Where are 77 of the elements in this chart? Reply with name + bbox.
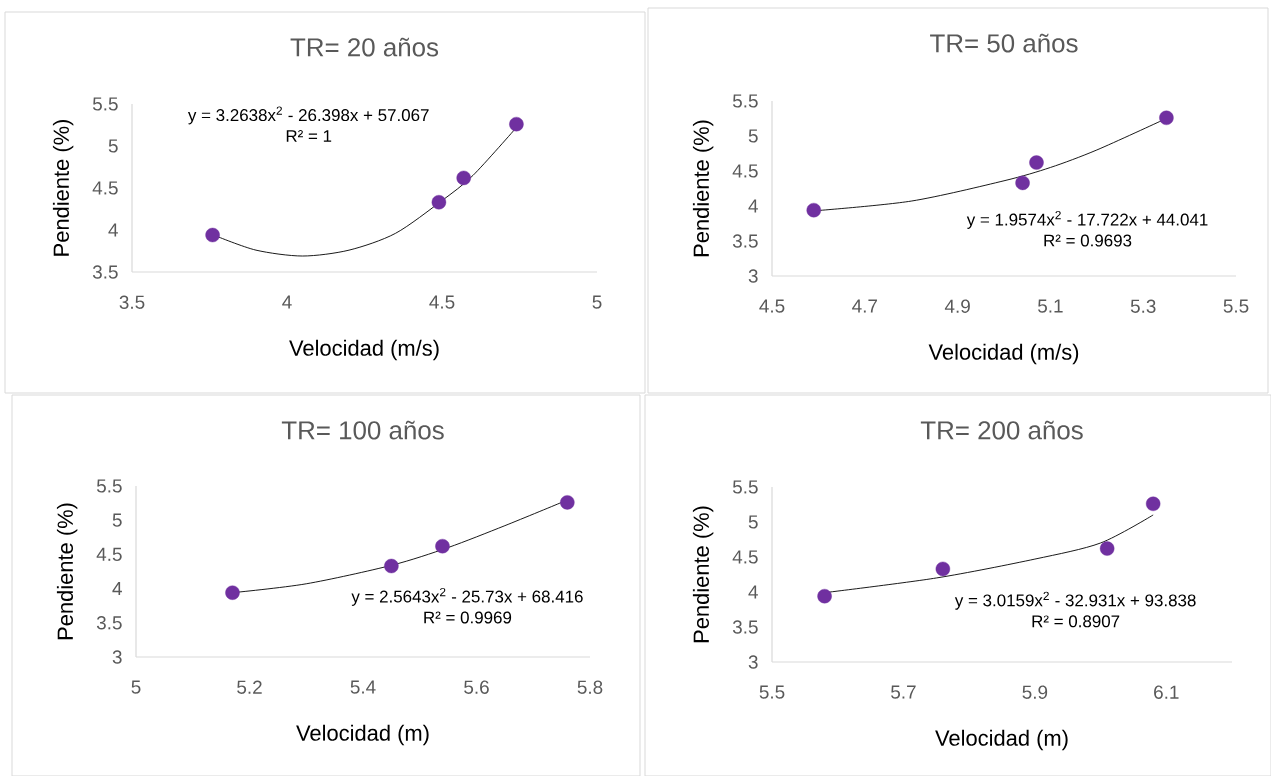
point (806, 202, 821, 218)
annotation: y = 3.0159x$^{2}$ - 32.931x + 93.838 (954, 591, 1196, 610)
y-tick-label: 4.5 (732, 164, 758, 178)
annotation: R² = 0.9969 (424, 611, 512, 624)
y-tick-label: 5.5 (92, 97, 118, 111)
y-tick-label: 5 (748, 129, 758, 143)
y-tick-label: 3 (112, 650, 122, 664)
x-tick-label: 5 (131, 680, 141, 694)
y-tick-label: 4 (108, 223, 118, 237)
x-tick-label: 4.5 (759, 299, 785, 313)
annotation: R² = 0.9693 (1044, 234, 1132, 247)
x-tick-label: 4.5 (429, 295, 455, 309)
x-tick-label: 5.7 (891, 685, 916, 699)
y-tick-label: 5 (748, 515, 758, 529)
y-tick-label: 3.5 (96, 616, 122, 630)
x-tick-label: 5.8 (577, 680, 603, 694)
y-tick-label: 4.5 (92, 181, 118, 195)
annotation: R² = 1 (286, 130, 332, 142)
x-axis-title: Velocidad (m) (935, 729, 1068, 751)
point (817, 588, 832, 604)
y-tick-label: 5 (108, 139, 118, 153)
x-tick-label: 5.1 (1038, 299, 1063, 313)
point (384, 558, 399, 574)
point (1015, 175, 1030, 191)
point (225, 585, 240, 600)
x-axis-title: Velocidad (m) (296, 724, 429, 746)
point (1099, 541, 1115, 556)
y-tick-label: 3 (748, 269, 758, 283)
x-tick-label: 5 (592, 295, 602, 309)
y-tick-label: 3 (748, 655, 758, 669)
y-tick-label: 5.5 (96, 479, 122, 493)
annotation: y = 2.5643x$^{2}$ - 25.73x + 68.416 (351, 587, 583, 606)
y-tick-label: 4 (112, 582, 122, 596)
y-tick-label: 5.5 (732, 480, 758, 494)
point (935, 561, 951, 577)
point (431, 195, 447, 210)
y-tick-label: 3.5 (92, 265, 118, 279)
point (205, 227, 220, 243)
x-tick-label: 5.3 (1130, 299, 1156, 313)
point (1159, 110, 1174, 125)
x-tick-label: 6.1 (1154, 685, 1179, 699)
x-axis-title: Velocidad (m/s) (289, 339, 439, 361)
point (1029, 155, 1044, 170)
x-tick-label: 5.2 (237, 680, 262, 694)
y-tick-label: 5 (112, 513, 122, 527)
y-tick-label: 5.5 (732, 94, 758, 108)
x-tick-label: 4.9 (944, 299, 970, 313)
x-tick-label: 5.9 (1022, 685, 1048, 699)
point (509, 116, 524, 132)
y-tick-label: 3.5 (732, 620, 758, 634)
point (435, 538, 450, 554)
y-tick-label: 4 (748, 199, 758, 213)
y-axis-title: Pendiente (%) (56, 503, 78, 640)
point (560, 495, 575, 510)
chart-title: TR= 20 años (290, 37, 439, 57)
annotation: y = 3.2638x$^{2}$ - 26.398x + 57.067 (187, 106, 429, 125)
y-tick-label: 4.5 (96, 547, 122, 561)
point (1145, 496, 1161, 511)
point (456, 170, 471, 186)
x-axis-title: Velocidad (m/s) (928, 343, 1079, 365)
x-tick-label: 4 (282, 295, 292, 309)
y-tick-label: 4 (748, 585, 758, 599)
y-tick-label: 4.5 (732, 550, 758, 564)
y-axis-title: Pendiente (%) (692, 506, 714, 643)
y-axis-title: Pendiente (%) (692, 120, 714, 257)
y-axis-title: Pendiente (%) (52, 119, 74, 256)
x-tick-label: 5.6 (464, 680, 489, 694)
x-tick-label: 5.4 (350, 680, 376, 694)
y-tick-label: 3.5 (732, 234, 758, 248)
chart-title: TR= 50 años (930, 33, 1078, 53)
x-tick-label: 4.7 (852, 299, 878, 313)
x-tick-label: 5.5 (759, 685, 785, 699)
annotation: R² = 0.8907 (1032, 615, 1120, 628)
chart-title: TR= 100 años (281, 420, 444, 440)
x-tick-label: 5.5 (1223, 299, 1249, 313)
annotation: y = 1.9574x$^{2}$ - 17.722x + 44.041 (966, 210, 1208, 229)
chart-title: TR= 200 años (920, 420, 1083, 440)
